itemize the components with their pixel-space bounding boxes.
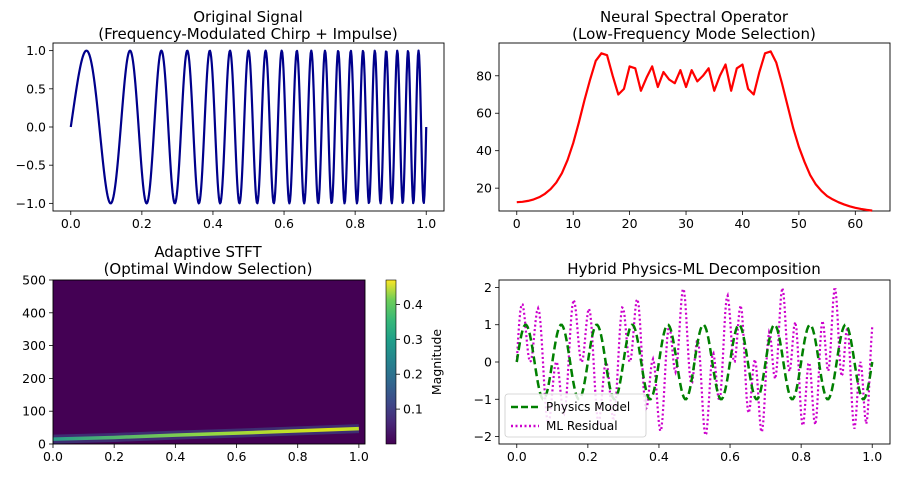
x-tick-label: 0.4 xyxy=(165,449,185,464)
x-tick-label: 0.6 xyxy=(274,216,294,231)
y-tick-label: −1 xyxy=(474,392,492,407)
panel3-title: Adaptive STFT xyxy=(154,243,262,261)
legend-box xyxy=(504,393,647,438)
x-tick-label: 0.8 xyxy=(288,449,308,464)
colorbar-tick-label: 0.2 xyxy=(403,367,423,382)
legend: Physics Model ML Residual xyxy=(504,393,647,438)
chirp-line xyxy=(69,49,428,205)
y-tick-label: −0.5 xyxy=(16,158,46,173)
ridge-line xyxy=(52,426,359,441)
y-tick-label: 500 xyxy=(22,273,46,288)
y-tick-label: 0.5 xyxy=(26,81,46,96)
colorbar-tick-label: 0.3 xyxy=(403,332,423,347)
y-tick-label: 20 xyxy=(476,181,492,196)
panel2-subtitle: (Low-Frequency Mode Selection) xyxy=(572,25,816,43)
y-tick-label: 100 xyxy=(22,404,46,419)
x-tick-label: 0.2 xyxy=(132,216,152,231)
colorbar xyxy=(385,279,397,445)
x-tick-label: 0.6 xyxy=(720,449,740,464)
panel1-title: Original Signal xyxy=(193,8,303,26)
y-tick-label: 0 xyxy=(38,437,46,452)
x-tick-label: 0.0 xyxy=(61,216,81,231)
y-tick-label: 1.0 xyxy=(26,43,46,58)
x-tick-label: 40 xyxy=(735,216,751,231)
x-tick-label: 0.8 xyxy=(791,449,811,464)
colorbar-tick-label: 0.1 xyxy=(403,402,423,417)
y-tick-label: 0 xyxy=(484,355,492,370)
panel3-axes xyxy=(52,279,366,445)
y-tick-label: 300 xyxy=(22,338,46,353)
x-tick-label: 30 xyxy=(678,216,694,231)
spectral-line xyxy=(516,50,873,212)
panel2-axes xyxy=(498,42,891,212)
x-tick-label: 20 xyxy=(622,216,638,231)
y-tick-label: 0.0 xyxy=(26,120,46,135)
y-tick-label: 200 xyxy=(22,371,46,386)
spectral-operator-panel: Neural Spectral Operator (Low-Frequency … xyxy=(476,8,891,231)
x-tick-label: 1.0 xyxy=(349,449,369,464)
panel4-title: Hybrid Physics-ML Decomposition xyxy=(567,260,820,278)
x-tick-label: 0.2 xyxy=(578,449,598,464)
x-tick-label: 0.6 xyxy=(227,449,247,464)
x-tick-label: 60 xyxy=(847,216,863,231)
legend-physics-label: Physics Model xyxy=(546,400,630,414)
y-tick-label: 1 xyxy=(484,317,492,332)
y-tick-label: 60 xyxy=(476,106,492,121)
x-tick-label: 1.0 xyxy=(862,449,882,464)
y-tick-label: 80 xyxy=(476,68,492,83)
y-tick-label: −1.0 xyxy=(16,196,46,211)
x-tick-label: 0.4 xyxy=(203,216,223,231)
x-tick-label: 0.2 xyxy=(104,449,124,464)
physics-model-line xyxy=(515,323,874,401)
original-signal-panel: Original Signal (Frequency-Modulated Chi… xyxy=(16,8,445,231)
y-tick-label: 40 xyxy=(476,143,492,158)
x-tick-label: 0.4 xyxy=(649,449,669,464)
y-tick-label: 2 xyxy=(484,280,492,295)
x-tick-label: 0.0 xyxy=(507,449,527,464)
x-tick-label: 0.8 xyxy=(345,216,365,231)
panel1-subtitle: (Frequency-Modulated Chirp + Impulse) xyxy=(98,25,397,43)
y-tick-label: −2 xyxy=(474,429,492,444)
stft-panel: Adaptive STFT (Optimal Window Selection)… xyxy=(22,243,444,464)
x-tick-label: 0.0 xyxy=(43,449,63,464)
legend-residual-label: ML Residual xyxy=(546,419,618,433)
panel2-title: Neural Spectral Operator xyxy=(600,8,789,26)
x-tick-label: 50 xyxy=(791,216,807,231)
x-tick-label: 1.0 xyxy=(416,216,436,231)
spectrogram-background xyxy=(53,280,365,444)
x-tick-label: 0 xyxy=(513,216,521,231)
y-tick-label: 400 xyxy=(22,305,46,320)
colorbar-tick-label: 0.4 xyxy=(403,297,423,312)
colorbar-label: Magnitude xyxy=(429,329,444,396)
hybrid-decomposition-panel: Hybrid Physics-ML Decomposition 0.0 0.2 0.… xyxy=(474,260,891,464)
panel3-subtitle: (Optimal Window Selection) xyxy=(104,260,313,278)
x-tick-label: 10 xyxy=(565,216,581,231)
